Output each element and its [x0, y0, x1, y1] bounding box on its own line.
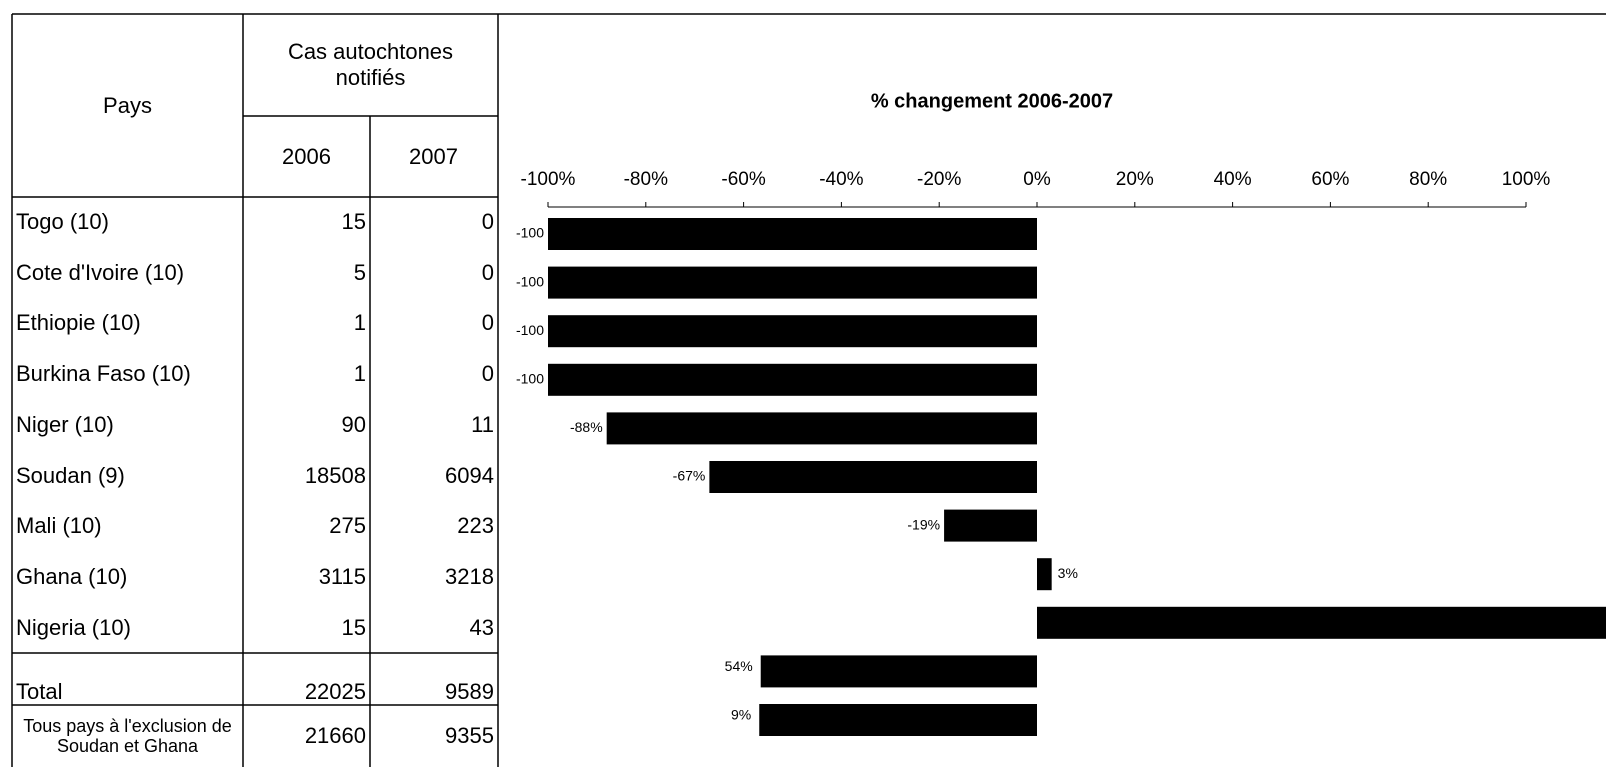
value-label: -100	[516, 371, 544, 387]
x-tick-label: 80%	[1409, 169, 1447, 190]
cases-cell: 15	[341, 614, 366, 640]
country-cell: Burkina Faso (10)	[16, 361, 191, 387]
cases-cell: 1	[353, 310, 366, 336]
annotation: 54%	[725, 658, 753, 674]
value-label: -100	[516, 322, 544, 338]
cases-cell: 90	[341, 411, 366, 437]
country-cell: Niger (10)	[16, 411, 114, 437]
x-tick-label: -80%	[624, 169, 668, 190]
x-tick-label: -40%	[819, 169, 863, 190]
x-tick-label: 0%	[1023, 169, 1051, 190]
cases-cell: 11	[471, 411, 494, 437]
country-cell: Ethiopie (10)	[16, 310, 141, 336]
value-label: 3%	[1058, 565, 1078, 581]
value-label: -19%	[907, 516, 940, 532]
bar	[606, 412, 1037, 445]
country-cell: Cote d'Ivoire (10)	[16, 259, 185, 285]
annotation: 9%	[731, 707, 751, 723]
total-label: Tous pays à l'exclusion de Soudan et Gha…	[23, 716, 232, 756]
cases-cell: 0	[481, 209, 494, 234]
bar	[759, 704, 1037, 736]
header-year: 2006	[282, 143, 331, 169]
cases-cell: 15	[341, 209, 366, 234]
bar	[548, 363, 1037, 396]
cases-cell: 1	[353, 361, 366, 387]
bar	[548, 315, 1037, 348]
cases-cell: 0	[481, 361, 494, 387]
bar	[944, 509, 1037, 542]
x-tick-label: 20%	[1116, 169, 1154, 190]
cases-cell: 3218	[445, 563, 494, 589]
x-tick-label: 40%	[1214, 169, 1252, 190]
x-tick-label: 60%	[1311, 169, 1349, 190]
value-label: -100	[516, 225, 544, 241]
bars	[548, 218, 1606, 736]
bar	[548, 266, 1037, 299]
cases-cell: 0	[481, 259, 494, 285]
cases-cell: 3115	[318, 563, 366, 589]
header-cases: Cas autochtones notifiés	[287, 39, 454, 90]
value-label: -67%	[673, 468, 706, 484]
cases-cell: 18508	[304, 462, 366, 488]
bar	[1037, 606, 1606, 639]
cases-cell: 275	[329, 513, 366, 539]
country-cell: Nigeria (10)	[16, 614, 131, 640]
country-cell: Soudan (9)	[16, 462, 125, 488]
bar	[760, 655, 1037, 688]
country-cell: Ghana (10)	[16, 563, 128, 589]
bar	[709, 461, 1037, 493]
total-cell: 9355	[445, 723, 494, 748]
x-tick-label: -20%	[917, 169, 961, 190]
cases-cell: 0	[481, 310, 494, 336]
table-lines	[11, 13, 1606, 767]
chart-title: % changement 2006-2007	[871, 90, 1113, 112]
total-cell: 9589	[445, 679, 494, 704]
value-label: -100	[516, 273, 544, 289]
cases-cell: 223	[457, 513, 494, 539]
country-cell: Mali (10)	[16, 513, 102, 539]
cases-cell: 5	[353, 259, 366, 285]
value-label: -88%	[570, 419, 603, 435]
bar	[1037, 558, 1052, 591]
country-cell: Togo (10)	[16, 209, 109, 234]
cases-cell: 6094	[445, 462, 494, 488]
header-year: 2007	[409, 143, 458, 169]
header-country: Pays	[103, 92, 152, 118]
x-tick-label: 100%	[1502, 169, 1551, 190]
x-tick-label: -100%	[521, 169, 576, 190]
total-label: Total	[16, 679, 63, 704]
total-cell: 21660	[304, 723, 366, 748]
cases-cell: 43	[469, 614, 494, 640]
x-tick-label: -60%	[721, 169, 765, 190]
bar	[548, 218, 1037, 250]
total-cell: 22025	[304, 679, 366, 704]
